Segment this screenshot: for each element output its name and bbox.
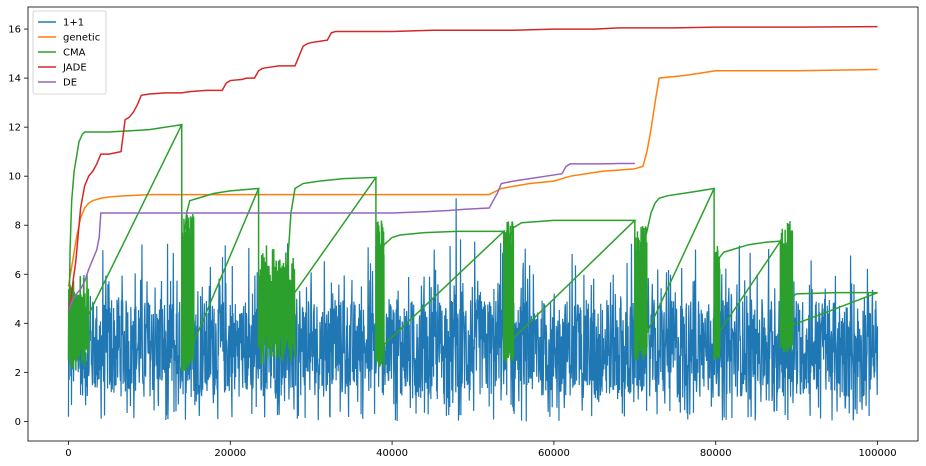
x-axis: 0 20000 40000 60000 80000 100000 <box>65 441 897 459</box>
series-line-cma-segment-7 <box>713 240 782 361</box>
legend-label: CMA <box>63 48 86 59</box>
series-line-cma-segment-1 <box>67 123 184 371</box>
series-line-genetic <box>67 68 878 287</box>
series-line-cma-segment-3 <box>257 176 378 365</box>
x-tick-label: 20000 <box>214 448 246 459</box>
x-tick-label: 0 <box>65 448 71 459</box>
y-axis: 0 2 4 6 8 10 12 14 16 <box>8 25 28 428</box>
y-tick-label: 2 <box>15 368 21 379</box>
legend: 1+1 genetic CMA JADE DE <box>32 10 107 95</box>
x-tick-label: 40000 <box>376 448 408 459</box>
series-line-cma-segment-8 <box>779 221 878 353</box>
legend-box <box>32 10 107 95</box>
series-line-cma-segment-5 <box>502 219 637 364</box>
x-tick-label: 80000 <box>700 448 732 459</box>
legend-label: genetic <box>63 33 100 44</box>
series-line-cma-segment-6 <box>634 187 716 360</box>
y-tick-label: 4 <box>15 319 21 330</box>
series-line-cma-segment-2 <box>180 187 260 372</box>
x-tick-label: 100000 <box>858 448 896 459</box>
x-tick-label: 60000 <box>538 448 570 459</box>
series-line-de <box>67 162 635 312</box>
y-tick-label: 6 <box>15 270 21 281</box>
y-tick-label: 0 <box>15 417 21 428</box>
legend-label: 1+1 <box>63 18 84 29</box>
legend-label: JADE <box>62 63 87 74</box>
y-tick-label: 10 <box>8 172 21 183</box>
series-line-jade <box>67 25 878 312</box>
y-tick-label: 14 <box>8 74 21 85</box>
y-tick-label: 16 <box>8 25 21 36</box>
axes-frame <box>27 6 919 442</box>
series-line-1plus1 <box>67 198 879 422</box>
y-tick-label: 12 <box>8 123 21 134</box>
plot-lines <box>67 25 879 422</box>
y-tick-label: 8 <box>15 221 21 232</box>
legend-label: DE <box>63 78 77 89</box>
series-line-cma-segment-4 <box>375 220 506 368</box>
